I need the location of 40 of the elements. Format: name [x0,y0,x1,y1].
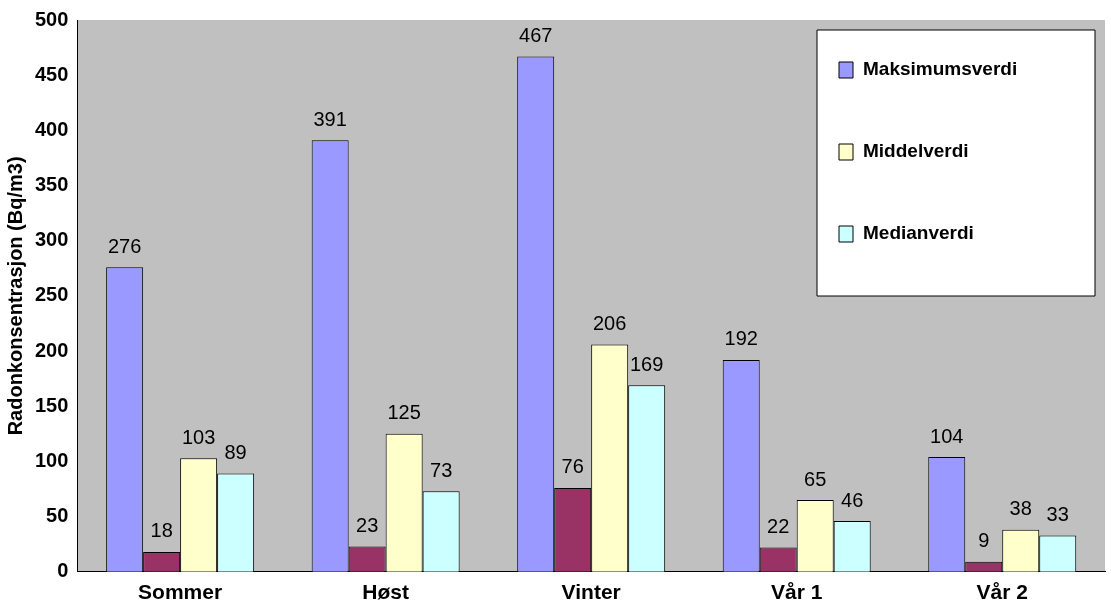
y-tick-label: 50 [46,504,69,527]
legend-label: Middelverdi [863,140,969,162]
y-tick-label: 250 [34,283,69,306]
x-tick-label: Vår 1 [771,580,823,604]
data-label: 33 [1046,502,1069,525]
x-tick-label: Vinter [561,580,621,604]
x-tick-label: Sommer [138,580,223,604]
y-tick-label: 100 [34,448,69,471]
y-tick-label: 450 [34,62,69,85]
data-label: 169 [629,352,664,375]
data-label: 73 [430,458,453,481]
data-label: 9 [978,529,990,552]
y-tick-label: 500 [34,7,69,30]
data-label: 22 [767,515,790,538]
data-label: 206 [592,311,627,334]
y-tick-label: 400 [34,117,69,140]
legend-label: Maksimumsverdi [863,58,1018,80]
data-label: 46 [841,488,864,511]
data-label: 276 [107,234,142,257]
x-tick-label: Vår 2 [976,580,1028,604]
data-label: 18 [150,519,173,542]
y-tick-label: 350 [34,173,69,196]
data-label: 467 [519,23,553,46]
data-label: 391 [313,107,347,130]
y-tick-label: 300 [34,228,69,251]
data-label: 65 [804,467,827,490]
data-label: 125 [387,401,421,424]
data-label: 104 [930,424,964,447]
data-label: 103 [181,425,216,448]
y-tick-label: 0 [57,559,69,582]
y-tick-label: 200 [34,338,69,361]
data-label: 76 [561,455,584,478]
data-label: 192 [724,327,758,350]
data-label: 38 [1009,497,1032,520]
y-axis-title: Radonkonsentrasjon (Bq/m3) [3,156,26,436]
x-tick-label: Høst [362,580,409,604]
y-tick-label: 150 [34,393,69,416]
legend-label: Medianverdi [863,222,974,244]
data-label: 23 [356,513,379,536]
data-label: 89 [224,441,247,464]
